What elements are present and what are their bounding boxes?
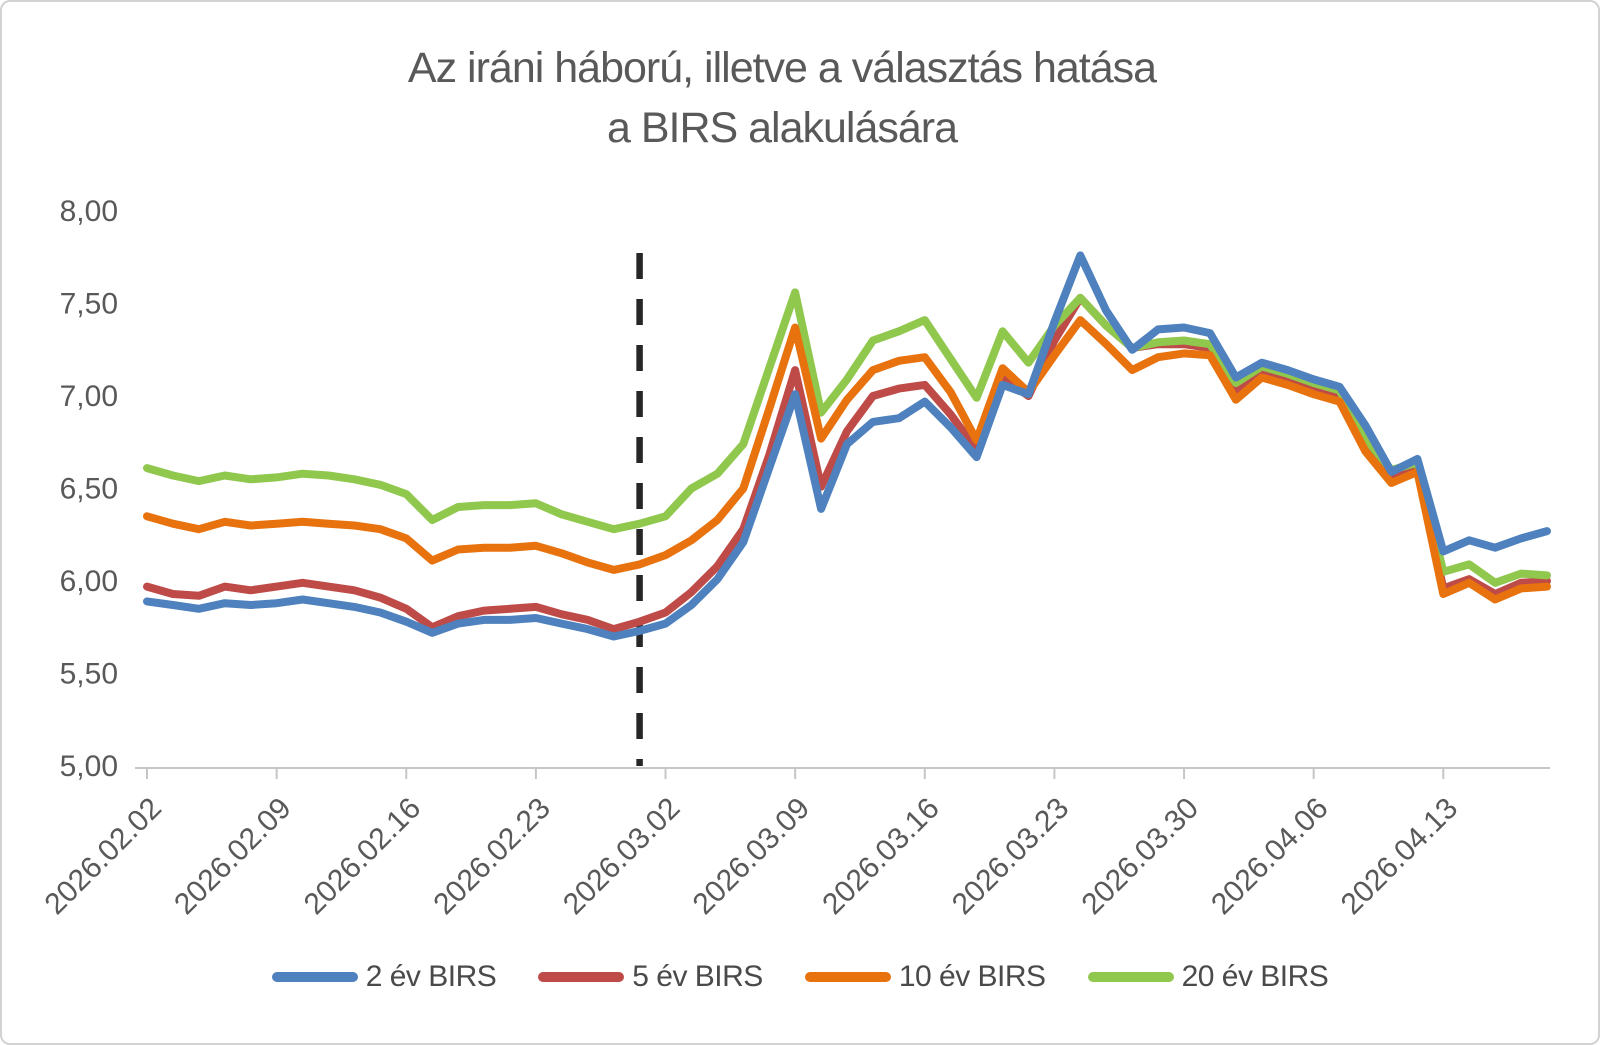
- x-axis-label: 2026.03.02: [557, 792, 687, 922]
- x-axis-label: 2026.02.09: [168, 792, 298, 922]
- series-line-1: [143, 251, 1551, 641]
- legend-swatch: [538, 972, 625, 982]
- legend-label: 10 év BIRS: [898, 960, 1046, 993]
- legend-swatch: [1087, 972, 1174, 982]
- legend: 2 év BIRS 5 év BIRS 10 év BIRS 20 év BIRS: [2, 960, 1598, 994]
- legend-label: 20 év BIRS: [1181, 960, 1329, 993]
- y-axis-label: 5,00: [60, 750, 118, 783]
- x-axis-label: 2026.03.30: [1075, 792, 1205, 922]
- legend-item: 2 év BIRS: [271, 960, 497, 994]
- legend-item: 5 év BIRS: [538, 960, 763, 994]
- y-axis-label: 7,50: [60, 288, 118, 321]
- series-line-3: [143, 316, 1551, 604]
- chart-title-line2: a BIRS alakulására: [606, 104, 958, 152]
- legend-label: 2 év BIRS: [365, 960, 497, 993]
- y-axis-label: 7,00: [60, 380, 118, 413]
- y-axis-label: 8,00: [60, 195, 118, 228]
- legend-item: 10 év BIRS: [804, 960, 1046, 994]
- x-axis-label: 2026.02.16: [298, 792, 428, 922]
- x-axis-label: 2026.03.16: [816, 792, 946, 922]
- y-axis-label: 5,50: [60, 658, 118, 691]
- x-axis-label: 2026.04.13: [1335, 792, 1465, 922]
- series-line-2: [143, 293, 1551, 634]
- legend-swatch: [271, 972, 358, 982]
- legend-swatch: [804, 972, 891, 982]
- y-axis-label: 6,00: [60, 565, 118, 598]
- legend-item: 20 év BIRS: [1087, 960, 1329, 994]
- chart-title-line1: Az iráni háború, illetve a választás hat…: [407, 44, 1157, 92]
- x-axis-label: 2026.03.09: [687, 792, 817, 922]
- legend-label: 5 év BIRS: [632, 960, 763, 993]
- x-axis-label: 2026.03.23: [946, 792, 1076, 922]
- chart-title: Az iráni háború, illetve a választás hat…: [2, 38, 1562, 158]
- x-axis-label: 2026.04.06: [1205, 792, 1335, 922]
- x-axis-label: 2026.02.02: [38, 792, 168, 922]
- x-axis-label: 2026.02.23: [427, 792, 557, 922]
- y-axis-label: 6,50: [60, 473, 118, 506]
